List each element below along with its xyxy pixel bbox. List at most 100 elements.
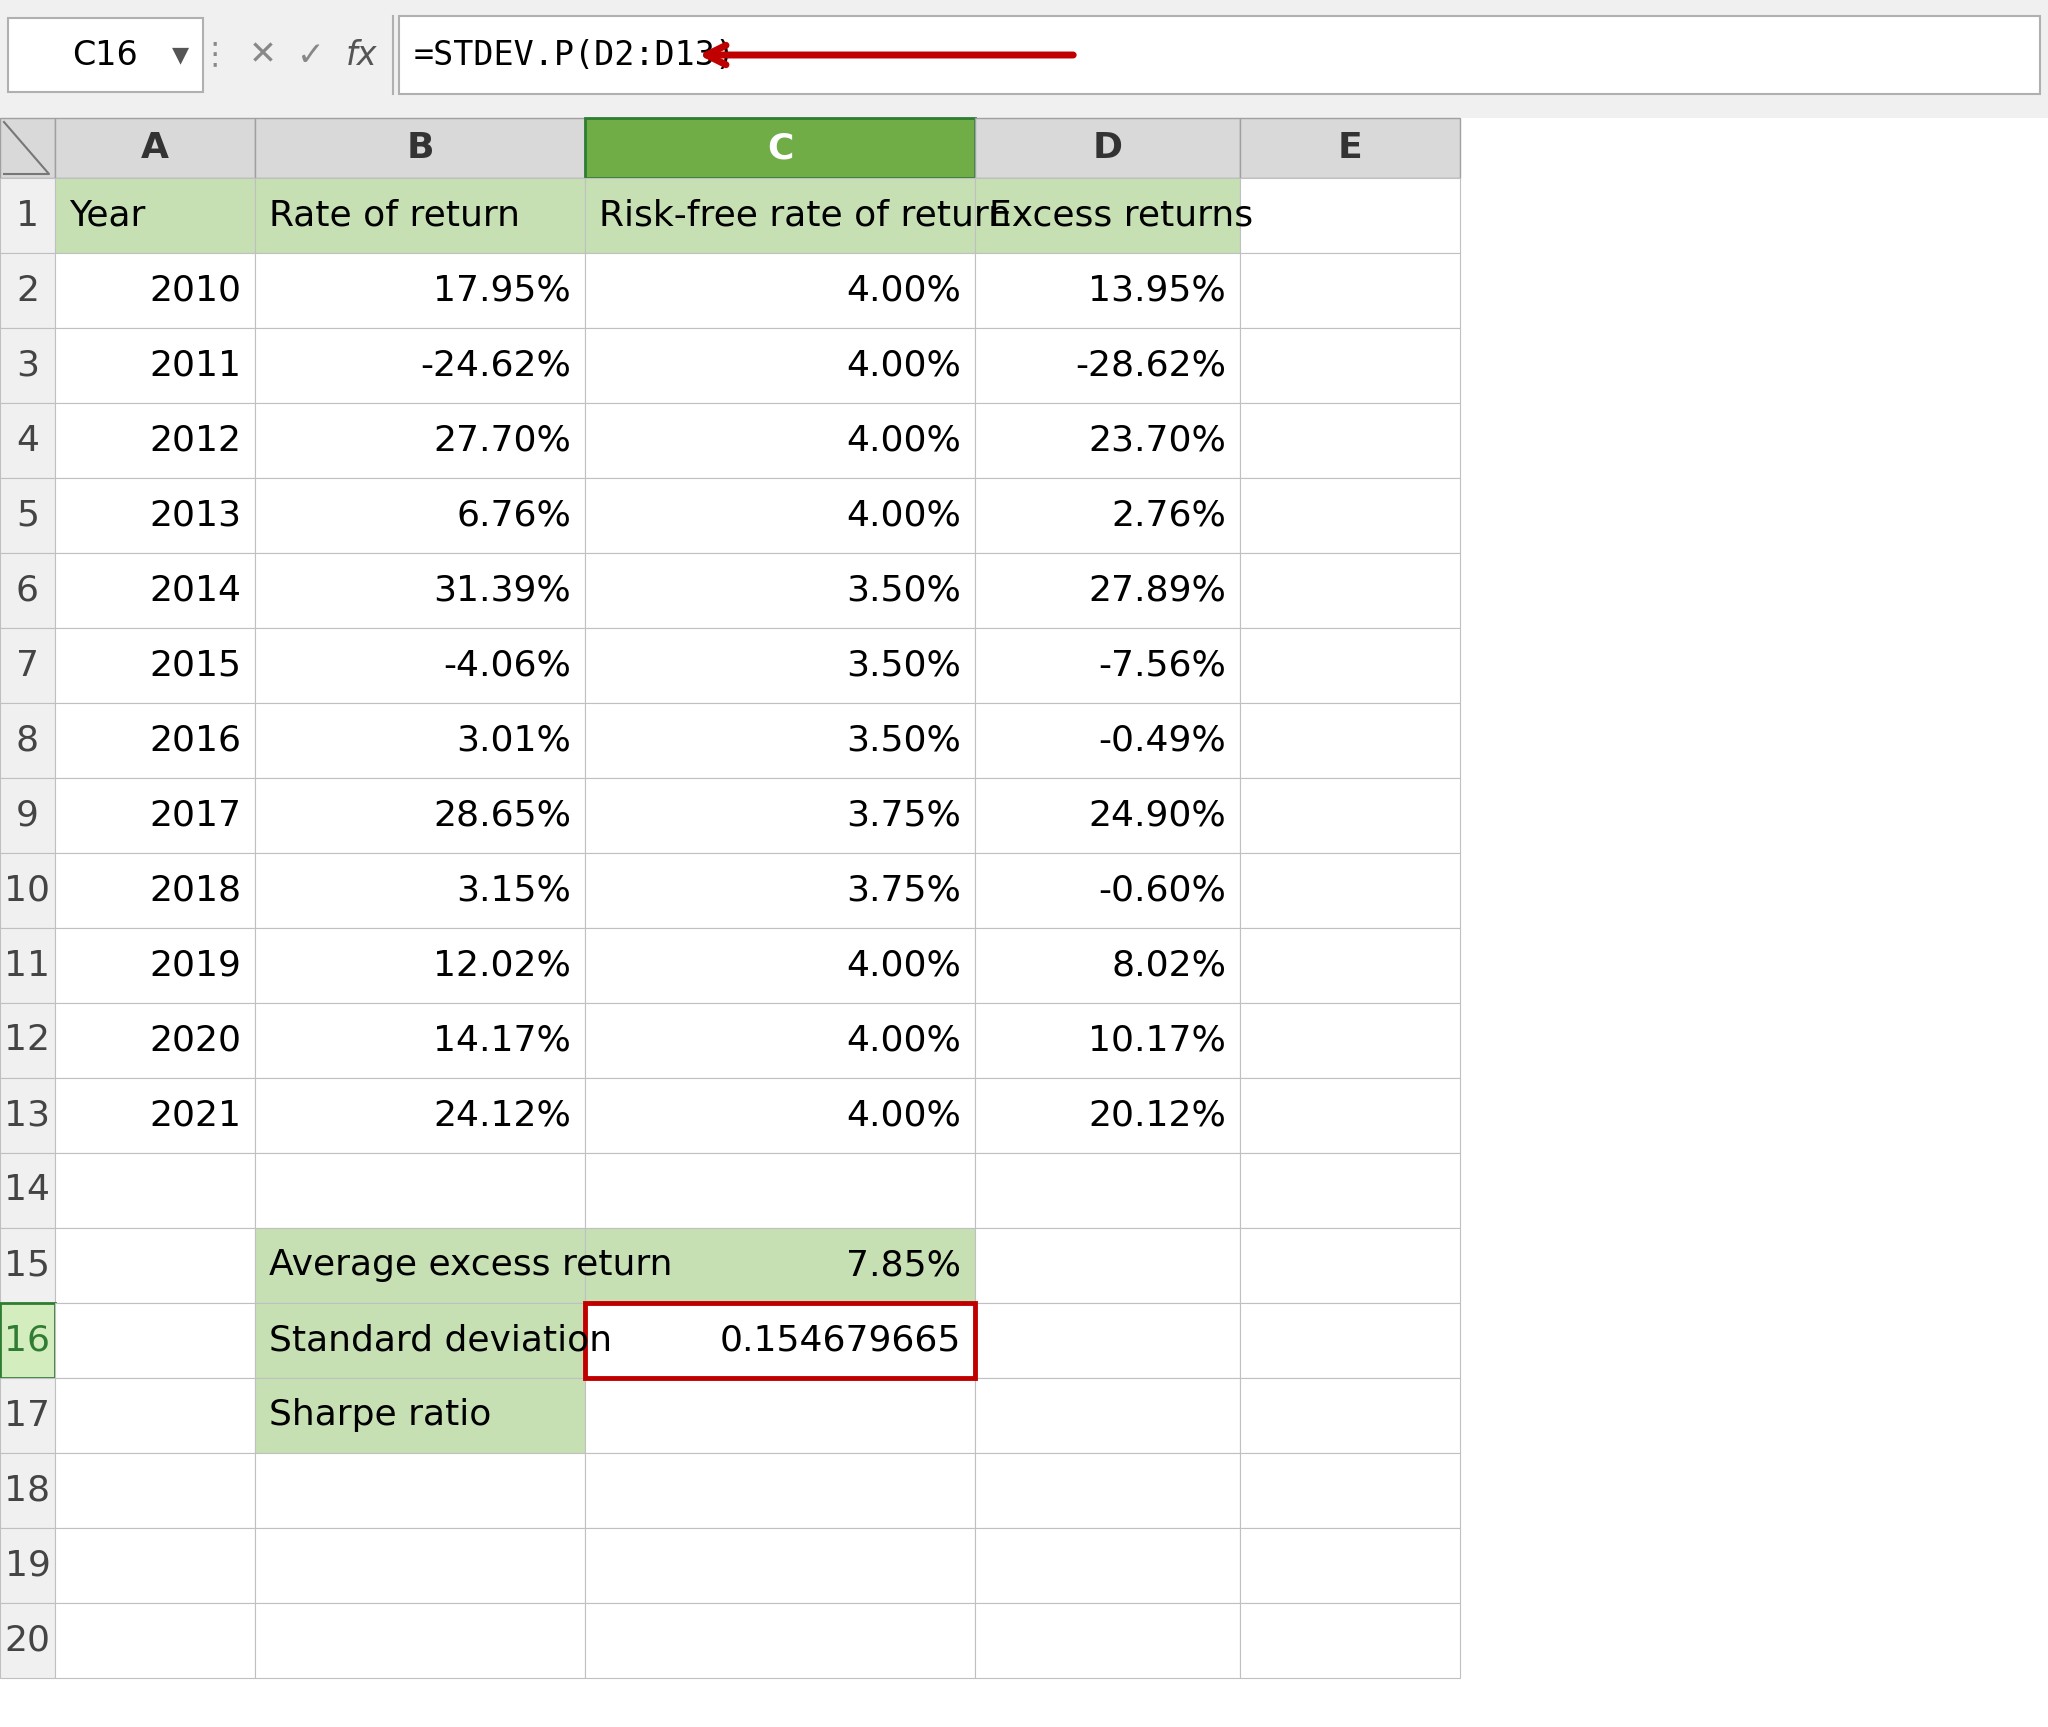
Text: 1: 1 — [16, 199, 39, 233]
Text: 3.15%: 3.15% — [457, 874, 571, 907]
Bar — [586, 703, 975, 777]
Bar — [1239, 1452, 1460, 1528]
Text: 8: 8 — [16, 724, 39, 758]
Bar — [0, 1528, 55, 1603]
Bar — [0, 1603, 55, 1679]
Bar — [586, 1378, 975, 1452]
Bar — [256, 777, 586, 853]
Bar — [975, 777, 1239, 853]
Text: 3.75%: 3.75% — [846, 798, 961, 832]
Bar — [55, 1228, 256, 1302]
Bar — [0, 252, 55, 328]
Bar — [975, 1078, 1239, 1154]
Text: 2013: 2013 — [150, 499, 242, 532]
Text: 7: 7 — [16, 649, 39, 682]
Bar — [975, 1528, 1239, 1603]
Bar — [975, 1378, 1239, 1452]
Bar — [256, 1003, 586, 1078]
Bar — [975, 478, 1239, 553]
Bar — [0, 178, 55, 252]
Bar — [1239, 1154, 1460, 1228]
Bar — [586, 553, 975, 629]
Bar — [1239, 927, 1460, 1003]
Bar — [256, 1603, 586, 1679]
Text: 3.50%: 3.50% — [846, 573, 961, 608]
Bar — [399, 16, 2040, 93]
Bar — [55, 1603, 256, 1679]
Text: Sharpe ratio: Sharpe ratio — [268, 1399, 492, 1432]
Bar — [1239, 1078, 1460, 1154]
Bar — [1239, 1603, 1460, 1679]
Bar — [1239, 252, 1460, 328]
Bar — [256, 178, 586, 252]
Bar — [55, 553, 256, 629]
Bar — [975, 402, 1239, 478]
Text: 13.95%: 13.95% — [1087, 273, 1227, 307]
Bar — [0, 117, 55, 178]
Bar — [55, 328, 256, 402]
Text: 5: 5 — [16, 499, 39, 532]
Text: 2016: 2016 — [150, 724, 242, 758]
Text: 2014: 2014 — [150, 573, 242, 608]
Bar — [586, 1302, 975, 1378]
Bar — [0, 1228, 55, 1302]
Text: ✕: ✕ — [250, 38, 276, 71]
Bar — [586, 1528, 975, 1603]
Text: 2020: 2020 — [150, 1024, 242, 1057]
Text: 4: 4 — [16, 423, 39, 458]
Bar — [55, 853, 256, 927]
Bar — [975, 629, 1239, 703]
Bar — [586, 1603, 975, 1679]
Bar — [586, 1003, 975, 1078]
Text: 2.76%: 2.76% — [1112, 499, 1227, 532]
Bar — [0, 328, 55, 402]
Bar — [256, 1078, 586, 1154]
Bar — [1239, 1528, 1460, 1603]
Bar — [975, 328, 1239, 402]
Text: B: B — [406, 131, 434, 166]
Text: Standard deviation: Standard deviation — [268, 1323, 612, 1357]
Bar — [975, 703, 1239, 777]
Text: 4.00%: 4.00% — [846, 1098, 961, 1133]
Bar — [975, 1154, 1239, 1228]
Text: ▼: ▼ — [172, 45, 190, 66]
Bar — [256, 1452, 586, 1528]
Bar — [0, 1378, 55, 1452]
Bar — [975, 1452, 1239, 1528]
Text: 28.65%: 28.65% — [432, 798, 571, 832]
Text: Average excess return: Average excess return — [268, 1249, 672, 1283]
Bar — [0, 553, 55, 629]
Bar — [55, 703, 256, 777]
Bar — [586, 1452, 975, 1528]
Text: 2: 2 — [16, 273, 39, 307]
Bar — [55, 402, 256, 478]
Bar — [1239, 478, 1460, 553]
Text: -4.06%: -4.06% — [442, 649, 571, 682]
Bar — [55, 1302, 256, 1378]
Text: 3.01%: 3.01% — [457, 724, 571, 758]
Bar — [0, 703, 55, 777]
Bar — [1239, 328, 1460, 402]
Bar — [975, 1003, 1239, 1078]
Text: 31.39%: 31.39% — [434, 573, 571, 608]
Bar — [55, 629, 256, 703]
Bar — [975, 853, 1239, 927]
Text: -0.60%: -0.60% — [1098, 874, 1227, 907]
Bar — [586, 853, 975, 927]
Bar — [256, 1302, 586, 1378]
Text: Year: Year — [70, 199, 145, 233]
Text: fx: fx — [346, 38, 377, 71]
Bar — [586, 328, 975, 402]
Bar — [1239, 402, 1460, 478]
Text: 4.00%: 4.00% — [846, 499, 961, 532]
Text: 20: 20 — [4, 1623, 51, 1658]
Text: 9: 9 — [16, 798, 39, 832]
Text: -24.62%: -24.62% — [420, 349, 571, 382]
Text: 4.00%: 4.00% — [846, 273, 961, 307]
Bar — [1239, 178, 1460, 252]
Text: 14.17%: 14.17% — [432, 1024, 571, 1057]
Text: 2011: 2011 — [150, 349, 242, 382]
Bar — [256, 328, 586, 402]
Bar — [1239, 629, 1460, 703]
Text: 10: 10 — [4, 874, 51, 907]
